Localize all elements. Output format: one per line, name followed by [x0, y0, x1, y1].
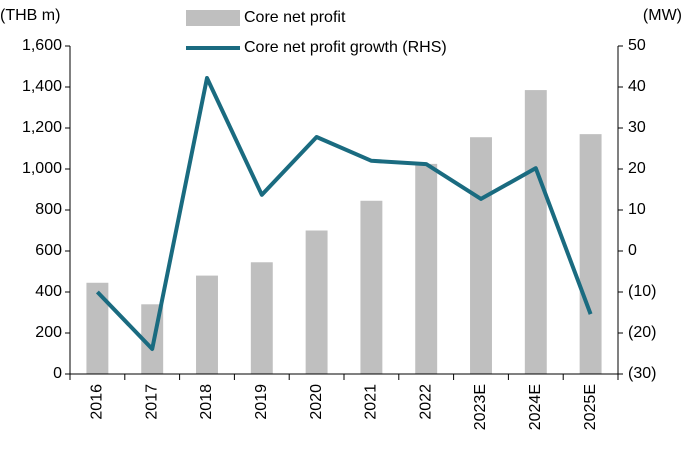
x-tick-label: 2016	[89, 384, 106, 420]
line	[95, 75, 593, 351]
bar	[250, 262, 273, 374]
y-tick-label: 1,400	[22, 78, 62, 95]
x-tick-label: 2020	[308, 384, 325, 420]
y2-tick-label: 0	[628, 242, 637, 259]
y2-tick-label: 10	[628, 201, 646, 218]
x-tick-label: 2022	[417, 384, 434, 420]
y-tick-label: 600	[35, 242, 62, 259]
bar	[579, 134, 602, 374]
bar	[360, 200, 383, 374]
bar	[524, 90, 547, 374]
y-tick-label: 200	[35, 324, 62, 341]
y2-tick-label: 40	[628, 78, 646, 95]
y2-axis-title: (MW)	[643, 7, 682, 24]
y2-tick-label: 30	[628, 119, 646, 136]
y-tick-label: 800	[35, 201, 62, 218]
y-tick-label: 0	[53, 365, 62, 382]
legend-swatch	[186, 10, 240, 26]
x-tick-label: 2017	[143, 384, 160, 420]
legend-label: Core net profit growth (RHS)	[244, 39, 447, 56]
bar	[305, 230, 328, 374]
y2-tick-label: 20	[628, 160, 646, 177]
bar	[196, 275, 218, 374]
legend-label: Core net profit	[244, 9, 346, 26]
x-tick-label: 2021	[363, 384, 380, 420]
y-axis-title: (THB m)	[0, 7, 60, 24]
y-tick-label: 400	[35, 283, 62, 300]
x-tick-label: 2025E	[582, 384, 599, 430]
y2-tick-label: 50	[628, 37, 646, 54]
bar	[470, 137, 492, 374]
y-tick-label: 1,200	[22, 119, 62, 136]
y-tick-label: 1,600	[22, 37, 62, 54]
x-tick-label: 2019	[253, 384, 270, 420]
bar	[415, 163, 438, 374]
x-tick-label: 2024E	[527, 384, 544, 430]
y-tick-label: 1,000	[22, 160, 62, 177]
y2-tick-label: (10)	[628, 283, 656, 300]
x-tick-label: 2023E	[472, 384, 489, 430]
x-tick-label: 2018	[198, 384, 215, 420]
bar	[86, 282, 109, 374]
y2-tick-label: (30)	[628, 365, 656, 382]
y2-tick-label: (20)	[628, 324, 656, 341]
